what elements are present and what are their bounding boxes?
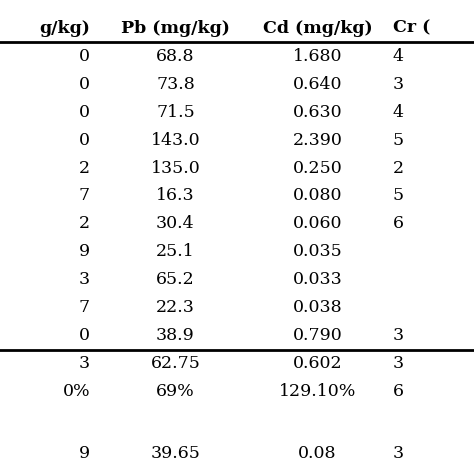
Text: 0.640: 0.640 [293,76,342,92]
Text: 0.080: 0.080 [293,188,342,204]
Text: 7: 7 [79,300,90,316]
Text: 71.5: 71.5 [156,104,195,120]
Text: 3: 3 [79,356,90,372]
Text: 2: 2 [393,160,404,176]
Text: 0.038: 0.038 [293,300,342,316]
Text: Cr (: Cr ( [393,20,430,36]
Text: 69%: 69% [156,383,195,400]
Text: 0: 0 [79,48,90,64]
Text: 30.4: 30.4 [156,216,195,232]
Text: 2: 2 [79,216,90,232]
Text: 0.035: 0.035 [293,244,342,260]
Text: Pb (mg/kg): Pb (mg/kg) [121,20,230,36]
Text: 135.0: 135.0 [151,160,200,176]
Text: 39.65: 39.65 [150,445,201,462]
Text: 7: 7 [79,188,90,204]
Text: 73.8: 73.8 [156,76,195,92]
Text: 0: 0 [79,76,90,92]
Text: 0.250: 0.250 [293,160,342,176]
Text: 16.3: 16.3 [156,188,195,204]
Text: 143.0: 143.0 [151,132,200,148]
Text: 3: 3 [79,272,90,288]
Text: 0.08: 0.08 [298,445,337,462]
Text: 3: 3 [393,445,404,462]
Text: Cd (mg/kg): Cd (mg/kg) [263,20,373,36]
Text: 129.10%: 129.10% [279,383,356,400]
Text: 5: 5 [393,132,404,148]
Text: 4: 4 [393,48,404,64]
Text: 62.75: 62.75 [150,356,201,372]
Text: 1.680: 1.680 [293,48,342,64]
Text: 38.9: 38.9 [156,328,195,344]
Text: 2.390: 2.390 [292,132,343,148]
Text: 65.2: 65.2 [156,272,195,288]
Text: 0: 0 [79,132,90,148]
Text: 0%: 0% [63,383,90,400]
Text: g/kg): g/kg) [39,20,90,36]
Text: 9: 9 [79,244,90,260]
Text: 0.033: 0.033 [293,272,342,288]
Text: 3: 3 [393,328,404,344]
Text: 68.8: 68.8 [156,48,195,64]
Text: 0: 0 [79,328,90,344]
Text: 6: 6 [393,383,404,400]
Text: 5: 5 [393,188,404,204]
Text: 0.630: 0.630 [293,104,342,120]
Text: 0: 0 [79,104,90,120]
Text: 0.602: 0.602 [293,356,342,372]
Text: 3: 3 [393,76,404,92]
Text: 22.3: 22.3 [156,300,195,316]
Text: 6: 6 [393,216,404,232]
Text: 0.790: 0.790 [293,328,342,344]
Text: 0.060: 0.060 [293,216,342,232]
Text: 9: 9 [79,445,90,462]
Text: 3: 3 [393,356,404,372]
Text: 25.1: 25.1 [156,244,195,260]
Text: 4: 4 [393,104,404,120]
Text: 2: 2 [79,160,90,176]
